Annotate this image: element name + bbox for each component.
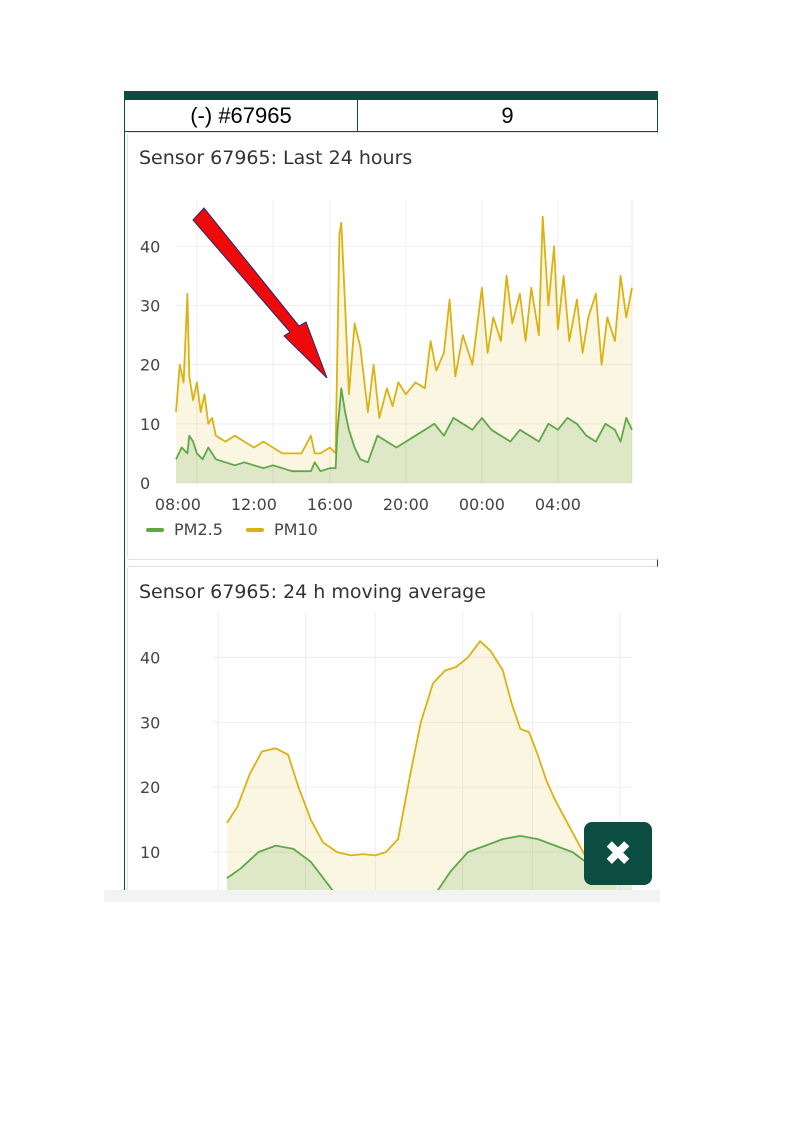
series-area-pm25 <box>176 388 632 483</box>
y-tick-label: 20 <box>140 778 160 797</box>
x-tick-label: 16:00 <box>307 495 353 514</box>
last-24h-chart: 0 10 20 30 40 08:00 12:00 16:00 20:00 00:00 04:00 P… <box>140 199 633 539</box>
y-tick-label: 0 <box>140 474 150 493</box>
legend-swatch <box>146 528 164 532</box>
legend-swatch <box>246 528 264 532</box>
phone-screen: (-) #67965 9 Sensor 67965: Last 24 hours… <box>104 0 660 902</box>
series-area-pm25 <box>227 835 632 890</box>
x-tick-label: 08:00 <box>155 495 201 514</box>
series-line-pm10 <box>226 640 617 876</box>
sensor-panel: (-) #67965 9 Sensor 67965: Last 24 hours… <box>124 91 658 890</box>
y-tick-label: 10 <box>140 415 160 434</box>
y-tick-label: 40 <box>140 237 160 256</box>
y-tick-label: 10 <box>140 843 160 862</box>
y-tick-label: 30 <box>140 297 160 316</box>
series-area-pm10 <box>176 216 632 484</box>
close-icon: ✖ <box>603 833 633 874</box>
moving-average-card: Sensor 67965: 24 h moving average 10 20 30… <box>127 566 658 890</box>
close-button[interactable]: ✖ <box>584 822 652 885</box>
chart-title-moving-average: Sensor 67965: 24 h moving average <box>139 581 486 603</box>
chart-title-last-24h: Sensor 67965: Last 24 hours <box>139 147 413 169</box>
last-24h-card: Sensor 67965: Last 24 hours 0 10 20 30 40 08:… <box>127 132 658 560</box>
x-tick-label: 12:00 <box>231 495 277 514</box>
bottom-strip <box>104 890 660 902</box>
sensor-id-cell: (-) #67965 <box>125 100 358 131</box>
x-tick-label: 00:00 <box>459 495 505 514</box>
legend-label: PM10 <box>274 520 318 539</box>
series-line-pm25 <box>175 387 633 473</box>
x-tick-label: 04:00 <box>535 495 581 514</box>
series-area-pm10 <box>227 641 617 890</box>
header-bar <box>124 91 658 100</box>
sensor-value-cell: 9 <box>501 102 514 128</box>
sensor-id-row: (-) #67965 9 <box>124 100 658 132</box>
charts-frame: Sensor 67965: Last 24 hours 0 10 20 30 40 08:… <box>124 132 658 890</box>
x-tick-label: 20:00 <box>383 495 429 514</box>
y-tick-label: 20 <box>140 356 160 375</box>
series-line-pm10 <box>175 215 633 455</box>
legend-label: PM2.5 <box>174 520 223 539</box>
moving-average-chart: 10 20 30 40 <box>140 612 632 890</box>
y-tick-label: 30 <box>140 713 160 732</box>
y-tick-label: 40 <box>140 648 160 667</box>
